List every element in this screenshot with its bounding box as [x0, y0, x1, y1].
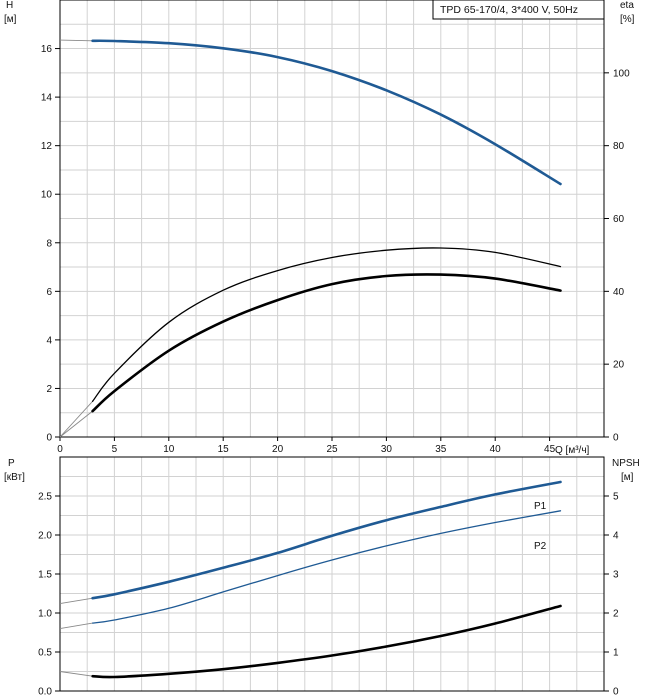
q-tick-label: 30	[381, 444, 393, 455]
p-tick-label: 2.5	[38, 492, 52, 503]
top-right-ticks: 0 20 40 60 80 100	[604, 68, 630, 444]
curve-extension-NPSH	[59, 671, 93, 677]
eta-tick-label: 60	[613, 214, 625, 225]
title-box	[432, 0, 605, 20]
q-tick-label: 25	[326, 444, 338, 455]
h-axis-unit: [м]	[4, 14, 17, 25]
chart-title: TPD 65-170/4, 3*400 V, 50Hz	[440, 4, 578, 16]
q-axis-label: Q [м³/ч]	[555, 445, 590, 456]
top-grid	[60, 0, 604, 437]
curve-eta1	[91, 247, 562, 402]
h-tick-label: 16	[41, 44, 53, 55]
q-tick-label: 45	[544, 444, 556, 455]
curve-eta2	[91, 273, 562, 413]
q-tick-label: 15	[218, 444, 230, 455]
bottom-panel: 0.0 0.5 1.0 1.5 2.0 2.5 0 1 2 3 4 5 P [кВт] NPSH […	[4, 456, 640, 698]
q-tick-label: 35	[435, 444, 447, 455]
p-axis-label: P	[8, 458, 15, 469]
npsh-tick-label: 0	[613, 687, 619, 698]
h-tick-label: 2	[46, 384, 52, 395]
top-x-ticks: 0 5 10 15 20 25 30 35 40 45	[57, 437, 556, 455]
eta-tick-label: 80	[613, 141, 625, 152]
q-tick-label: 10	[163, 444, 175, 455]
bottom-left-ticks: 0.0 0.5 1.0 1.5 2.0 2.5	[38, 492, 60, 698]
curve-H	[91, 39, 562, 186]
curve-extension-H	[59, 39, 93, 42]
eta-tick-label: 100	[613, 68, 630, 79]
eta-tick-label: 40	[613, 287, 625, 298]
npsh-tick-label: 3	[613, 570, 619, 581]
npsh-tick-label: 4	[613, 531, 619, 542]
h-tick-label: 4	[46, 335, 52, 346]
eta-axis-unit: [%]	[620, 14, 635, 25]
eta-axis-label: eta	[620, 0, 634, 11]
series-label-p1: P1	[534, 501, 547, 512]
npsh-axis-unit: [м]	[621, 472, 634, 483]
npsh-tick-label: 5	[613, 492, 619, 503]
h-tick-label: 0	[46, 433, 52, 444]
p-tick-label: 2.0	[38, 531, 52, 542]
q-tick-label: 5	[112, 444, 118, 455]
curve-extension-P1	[59, 597, 93, 605]
top-series	[59, 39, 562, 438]
curve-extension-P2	[59, 622, 93, 630]
eta-tick-label: 0	[613, 433, 619, 444]
npsh-axis-label: NPSH	[612, 458, 640, 469]
q-tick-label: 20	[272, 444, 284, 455]
h-axis-label: H	[6, 0, 13, 11]
curve-P1	[91, 480, 562, 600]
p-axis-unit: [кВт]	[4, 472, 25, 483]
top-panel: 0 2 4 6 8 10 12 14 16 0 20 40 60 80 100 0 5 10 15 20 25 30 3…	[4, 0, 635, 456]
bottom-series	[59, 480, 562, 679]
curve-P2	[91, 510, 562, 624]
q-tick-label: 0	[57, 444, 63, 455]
npsh-tick-label: 2	[613, 609, 619, 620]
p-tick-label: 1.5	[38, 570, 52, 581]
h-tick-label: 6	[46, 287, 52, 298]
curve-extension-eta2	[59, 410, 93, 438]
p-tick-label: 0.0	[38, 687, 52, 698]
curve-extension-eta1	[59, 400, 93, 438]
eta-tick-label: 20	[613, 360, 625, 371]
bottom-right-ticks: 0 1 2 3 4 5	[604, 492, 619, 698]
curve-NPSH	[91, 604, 562, 679]
p-tick-label: 0.5	[38, 648, 52, 659]
h-tick-label: 10	[41, 190, 53, 201]
h-tick-label: 14	[41, 93, 53, 104]
h-tick-label: 12	[41, 141, 53, 152]
npsh-tick-label: 1	[613, 648, 619, 659]
q-tick-label: 40	[490, 444, 502, 455]
top-left-ticks: 0 2 4 6 8 10 12 14 16	[41, 44, 60, 444]
series-label-p2: P2	[534, 541, 547, 552]
p-tick-label: 1.0	[38, 609, 52, 620]
h-tick-label: 8	[46, 238, 52, 249]
